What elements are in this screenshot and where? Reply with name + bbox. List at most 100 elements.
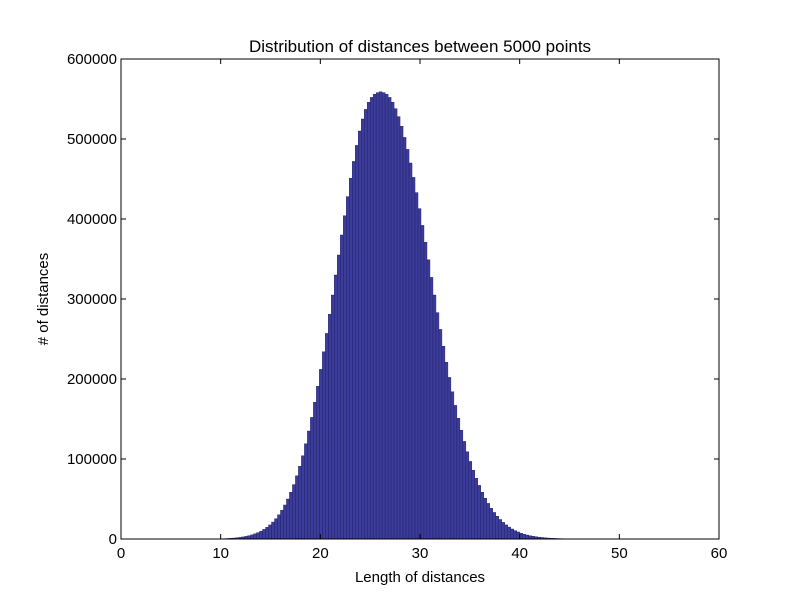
histogram-bar [501,522,505,540]
histogram-bar [459,430,464,540]
histogram-bar [358,130,362,540]
histogram-bar [390,101,395,540]
x-tick-label: 40 [511,545,528,562]
histogram-bar [444,362,449,540]
histogram-bar [471,470,476,540]
histogram-bar [250,534,254,540]
histogram-bar [372,93,377,540]
histogram-bar [423,241,428,540]
histogram-bar [325,333,329,540]
histogram-bar [432,294,437,540]
histogram-bar [426,259,431,540]
histogram-bar [435,312,440,540]
histogram-bar [465,451,470,540]
y-tick-label: 600000 [67,51,117,68]
histogram-bar [441,346,446,540]
histogram-bar [292,484,296,540]
histogram-bar [322,351,326,540]
histogram-bar [375,92,380,540]
histogram-bar [304,443,308,540]
histogram-bar [486,503,490,540]
x-tick-label: 30 [412,545,429,562]
histogram-bar [307,430,311,540]
histogram-bar [247,535,251,540]
axis-ticks [120,58,720,540]
x-tick-label: 50 [611,545,628,562]
histogram-bar [468,461,473,540]
histogram-bar [381,92,386,540]
axis-tick-labels: 0 10 20 30 40 50 60 0 100000 200000 300000 400000 50… [67,51,727,562]
histogram-bar [349,177,353,540]
histogram-bar [378,91,383,540]
histogram-bar [414,192,419,540]
histogram-bar [289,492,293,540]
y-tick-label: 400000 [67,211,117,228]
histogram-bar [337,254,341,540]
x-tick-label: 0 [117,545,125,562]
histogram-bar [384,93,389,540]
histogram-bar [387,97,392,540]
histogram-bar [363,109,368,540]
histogram-bar [513,530,517,540]
y-tick-label: 300000 [67,291,117,308]
x-tick-label: 10 [212,545,229,562]
histogram-bar [393,108,398,540]
histogram-bar [450,391,455,540]
histogram-bar [352,161,356,540]
y-tick-label: 200000 [67,371,117,388]
histogram-bar [489,508,493,540]
histogram-bar [271,521,275,540]
histogram-bar [310,417,314,540]
histogram-bar [456,418,461,540]
histogram-bar [298,466,302,540]
histogram-bar [265,527,269,540]
histogram-bar [334,274,338,540]
y-tick-label: 500000 [67,131,117,148]
histogram-bar [361,118,365,540]
x-axis-title: Length of distances [355,569,485,586]
histogram-bar [280,510,284,540]
histogram-bar [411,177,416,540]
histogram-bar [253,533,257,540]
histogram-bar [417,208,422,540]
histogram-bar [346,196,350,540]
histogram-bar [498,519,502,540]
histogram-bar [477,485,481,540]
histogram-bar [259,530,263,540]
y-axis-title: # of distances [35,253,52,346]
histogram-bar [295,475,299,540]
histogram-bar [328,314,332,540]
histogram-bar [480,492,484,540]
histogram-bar [429,277,434,540]
histogram-bar [510,528,514,540]
histogram-bar [522,534,526,540]
histogram-bar [492,512,496,540]
histogram-bar [343,215,347,540]
histogram-bar [301,455,305,540]
histogram-bar [453,405,458,540]
histogram-bar [438,329,443,540]
histogram-bar [405,149,410,540]
histogram-bar [262,529,266,540]
histogram-bar [313,402,317,540]
histogram-bar [355,145,359,540]
histogram-bar [331,294,335,540]
histogram-bar [495,516,499,540]
histogram-bar [483,498,487,540]
histogram-bar [507,526,511,540]
histogram-bar [420,225,425,540]
histogram-bar [319,369,323,540]
histogram-bar [525,534,529,540]
histogram-bar [504,524,508,540]
histogram-bar [277,514,281,540]
y-tick-label: 100000 [67,451,117,468]
histogram-bar [399,125,404,540]
x-tick-label: 60 [711,545,728,562]
histogram-bar [274,518,278,540]
histogram-bar [396,116,401,540]
histogram-bar [316,386,320,540]
histogram-bar [366,101,371,540]
histogram-bar [286,498,290,540]
histogram-bar [402,137,407,540]
